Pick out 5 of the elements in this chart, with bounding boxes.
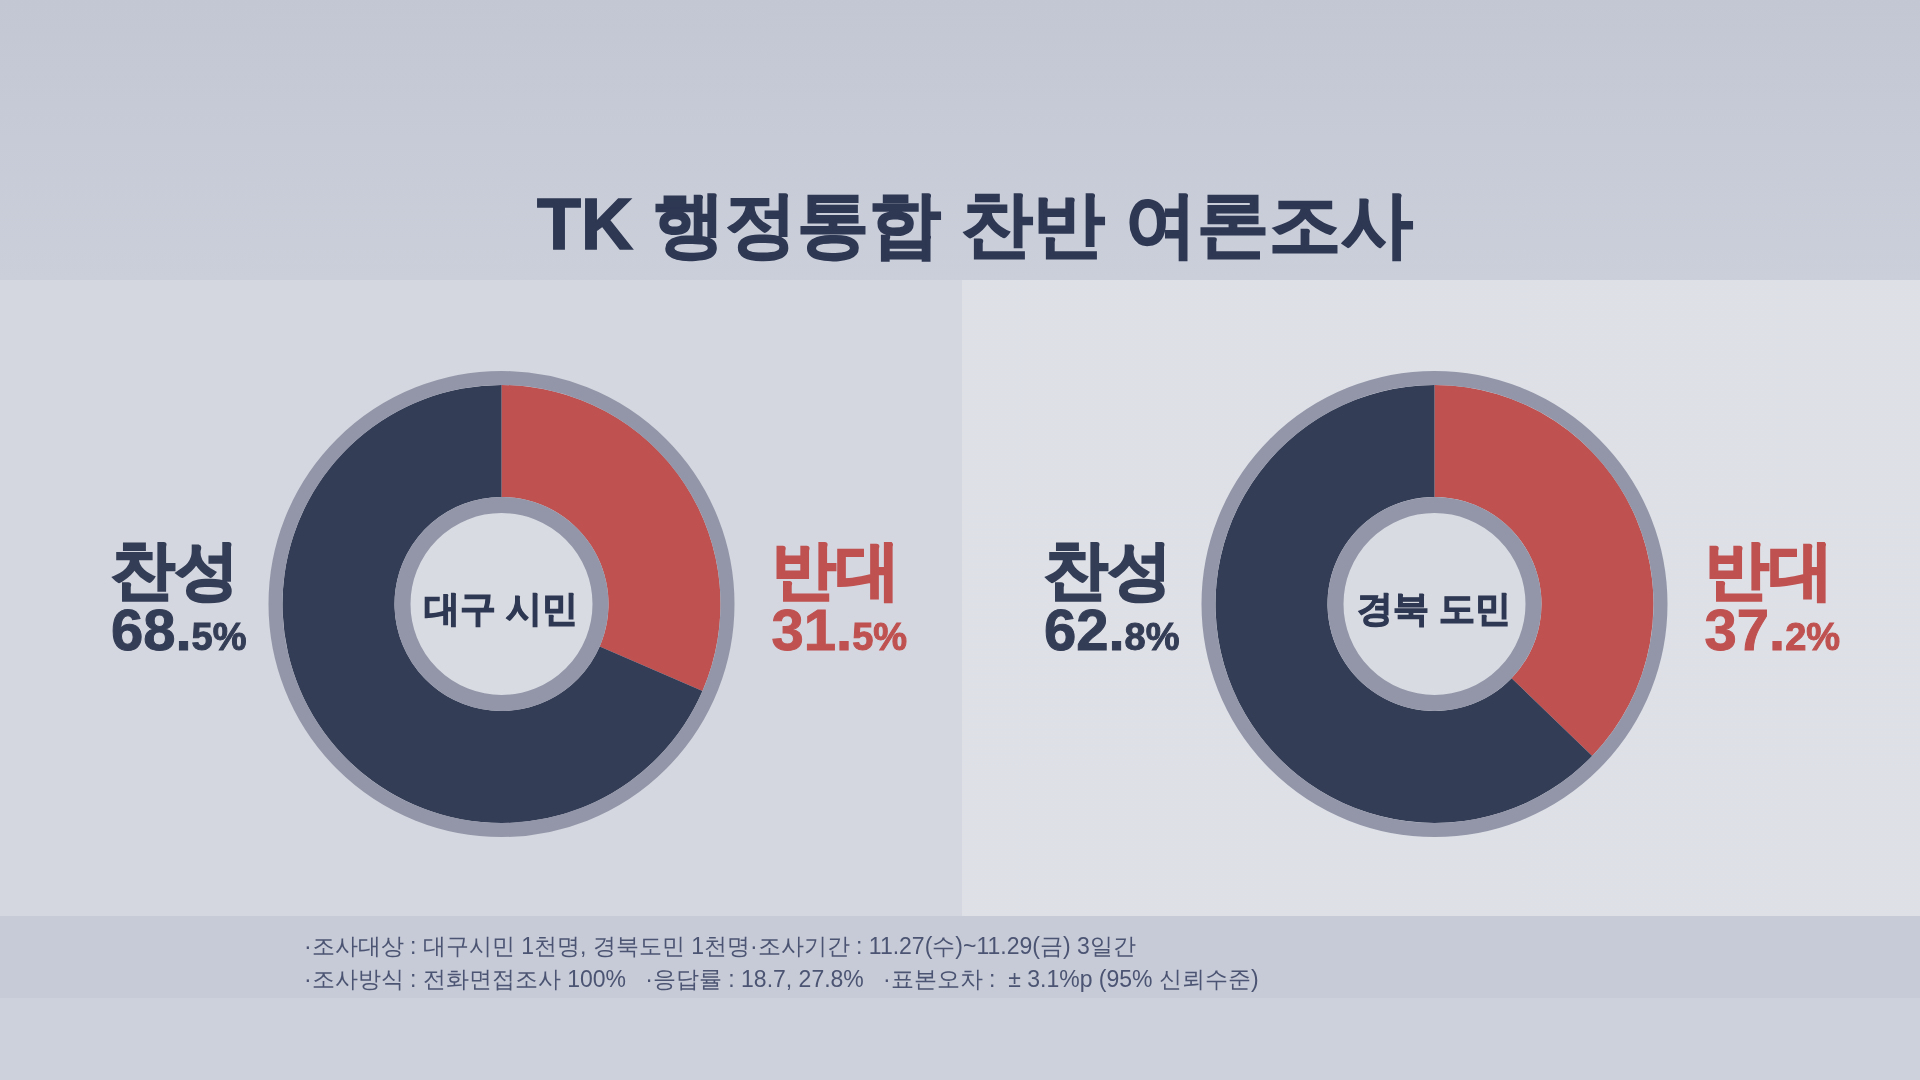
text: ·조사대상 : 대구시민 1천명, 경북도민 1천명·조사기간 : 11.27(수)~11.29(금) 3일간 — [304, 933, 1136, 959]
text: TK 행정통합 찬반 여론조사 — [537, 184, 1413, 264]
text: ·조사방식 : 전화면접조사 100% ·응답률 : 18.7, 27.8% ·표본오차 : ± 3.1%p (95% 신뢰수준) — [304, 966, 1259, 992]
text: 대구 시민 — [424, 588, 579, 629]
text: 경북 도민 — [1357, 588, 1512, 629]
